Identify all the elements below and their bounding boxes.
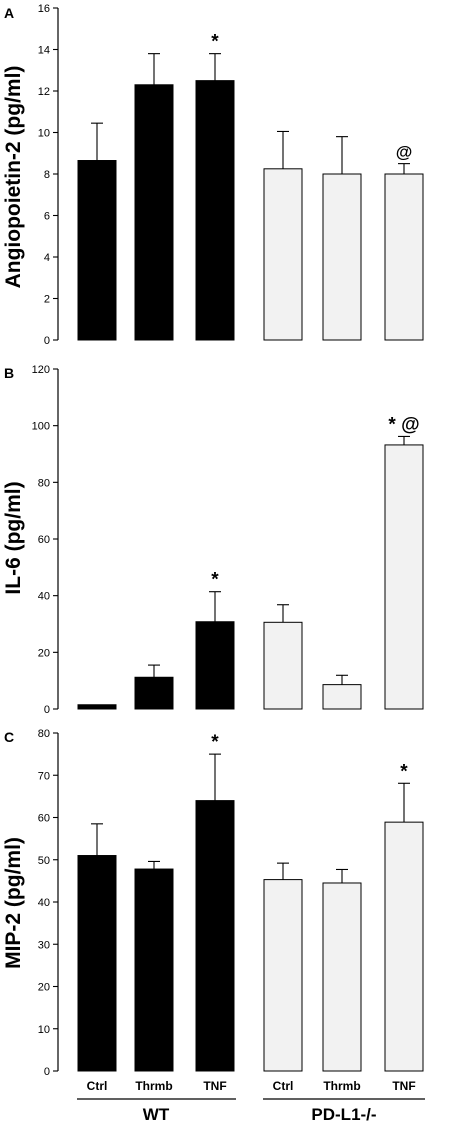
annotation-c-6: *: [400, 761, 408, 782]
bar-b-4: [263, 621, 303, 710]
panel-letter-c: C: [4, 729, 14, 745]
bar-a-4: [263, 168, 303, 341]
y-tick-label-c: 60: [38, 813, 50, 825]
annotation-b-3: *: [211, 570, 219, 591]
ytitle-b: IL-6 (pg/ml): [2, 481, 25, 594]
y-tick-label-b: 100: [32, 421, 50, 433]
bar-b-3: [195, 621, 235, 710]
y-tick-label-b: 0: [44, 704, 50, 716]
y-tick-label-b: 80: [38, 477, 50, 489]
y-tick-label-b: 40: [38, 591, 50, 603]
bar-b-2: [134, 676, 174, 710]
y-tick-label-a: 0: [44, 335, 50, 347]
y-tick-label-a: 8: [44, 169, 50, 181]
annotation-c-3: *: [211, 732, 219, 753]
bar-c-4: [263, 879, 303, 1072]
bar-a-3: [195, 80, 235, 341]
xtick-label: Thrmb: [323, 1079, 360, 1093]
xtick-label: TNF: [203, 1079, 226, 1093]
bar-c-2: [134, 868, 174, 1072]
bar-b-5: [322, 684, 362, 710]
y-tick-label-c: 40: [38, 897, 50, 909]
annotation-b-6: * @: [388, 414, 419, 435]
xtick-label: Ctrl: [273, 1079, 294, 1093]
y-tick-label-a: 6: [44, 211, 50, 223]
bar-a-2: [134, 84, 174, 341]
xtick-label: Ctrl: [87, 1079, 108, 1093]
y-tick-label-c: 80: [38, 728, 50, 740]
annotation-a-3: *: [211, 32, 219, 53]
bar-c-1: [77, 855, 117, 1072]
y-tick-label-b: 60: [38, 534, 50, 546]
bar-c-3: [195, 800, 235, 1072]
y-tick-label-c: 50: [38, 855, 50, 867]
ytitle-c: MIP-2 (pg/ml): [2, 837, 25, 969]
y-tick-label-c: 0: [44, 1066, 50, 1078]
bar-b-1: [77, 704, 117, 710]
xtick-label: Thrmb: [135, 1079, 172, 1093]
bar-b-6: [384, 444, 424, 710]
ytitle-a: Angiopoietin-2 (pg/ml): [2, 66, 25, 289]
group-label-pdl1: PD-L1-/-: [311, 1105, 376, 1124]
bar-c-6: [384, 821, 424, 1072]
y-tick-label-a: 12: [38, 86, 50, 98]
y-tick-label-a: 16: [38, 3, 50, 15]
y-tick-label-c: 10: [38, 1024, 50, 1036]
bar-a-6: [384, 173, 424, 341]
y-tick-label-a: 4: [44, 252, 50, 264]
y-tick-label-c: 20: [38, 982, 50, 994]
panel-letter-b: B: [4, 365, 14, 381]
y-tick-label-c: 30: [38, 939, 50, 951]
y-tick-label-b: 120: [32, 364, 50, 376]
bar-c-5: [322, 882, 362, 1072]
y-tick-label-a: 2: [44, 294, 50, 306]
y-tick-label-a: 14: [38, 45, 50, 57]
bar-a-5: [322, 173, 362, 341]
bar-a-1: [77, 160, 117, 341]
xtick-label: TNF: [392, 1079, 415, 1093]
y-tick-label-c: 70: [38, 770, 50, 782]
y-tick-label-b: 20: [38, 647, 50, 659]
group-label-wt: WT: [143, 1105, 170, 1124]
panel-letter-a: A: [4, 5, 14, 21]
annotation-a-6: @: [396, 143, 413, 162]
y-tick-label-a: 10: [38, 128, 50, 140]
